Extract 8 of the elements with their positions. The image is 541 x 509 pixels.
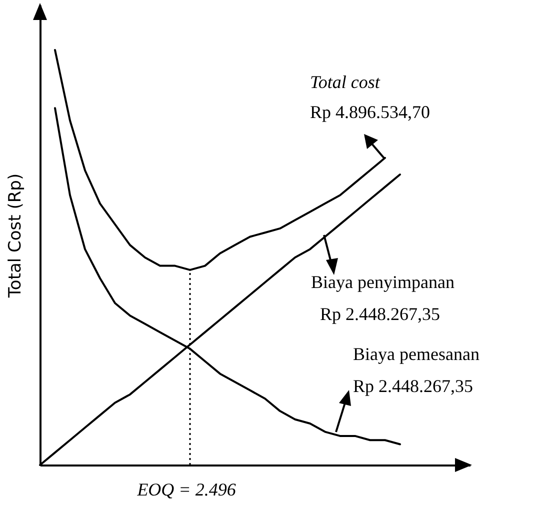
annotation: Biaya penyimpanan (311, 272, 454, 292)
x-axis-title: EOQ = 2.496 (136, 480, 236, 500)
annotation: Total cost (310, 72, 381, 92)
annotation: Rp 2.448.267,35 (353, 376, 474, 396)
annotation: Rp 2.448.267,35 (320, 304, 440, 324)
y-axis-title: Total Cost (Rp) (6, 173, 26, 299)
annotation: Rp 4.896.534,70 (310, 102, 430, 122)
annotation: Biaya pemesanan (353, 344, 480, 364)
